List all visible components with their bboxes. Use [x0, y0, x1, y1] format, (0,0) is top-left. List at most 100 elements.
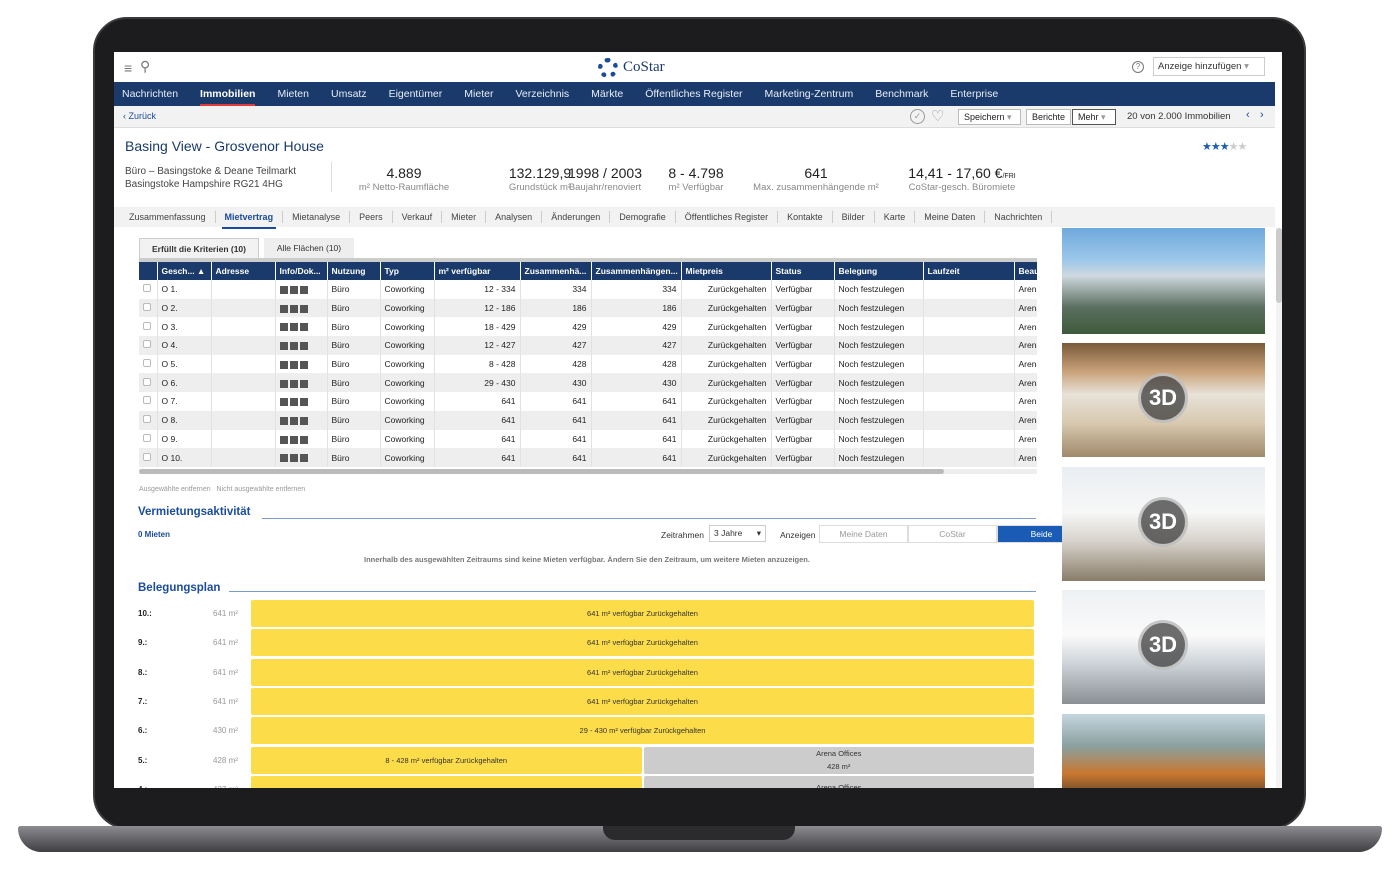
tab-13[interactable]: Meine Daten	[915, 211, 986, 223]
more-button[interactable]: Mehr ▾	[1072, 109, 1116, 125]
nav-item-2[interactable]: Mieten	[277, 88, 309, 100]
tab-0[interactable]: Zusammenfassung	[120, 211, 216, 223]
row-checkbox-cell[interactable]	[139, 280, 158, 299]
row-checkbox[interactable]	[143, 303, 151, 312]
table-row[interactable]: O 5. Büro Coworking 8 - 428 428 428 Zurückgeha…	[139, 354, 1037, 374]
image-icon[interactable]	[289, 360, 298, 369]
toggle-1[interactable]: CoStar	[908, 525, 997, 543]
document-icon[interactable]	[299, 360, 308, 369]
available-block[interactable]: 641 m² verfügbar Zurückgehalten	[251, 687, 1034, 715]
image-icon[interactable]	[289, 398, 298, 407]
remove-selected-link[interactable]: Ausgewählte entfernen	[139, 486, 211, 493]
tab-11[interactable]: Bilder	[833, 211, 875, 223]
row-checkbox[interactable]	[143, 359, 151, 368]
image-icon[interactable]	[289, 454, 298, 463]
next-icon[interactable]: ›	[1260, 109, 1264, 121]
nav-item-10[interactable]: Benchmark	[875, 88, 929, 100]
photo-0[interactable]	[1062, 228, 1265, 334]
calendar-icon[interactable]	[279, 342, 288, 351]
tab-10[interactable]: Kontakte	[778, 211, 833, 223]
row-checkbox[interactable]	[143, 433, 151, 442]
column-header[interactable]: Zusammenhängen...	[591, 262, 682, 280]
document-icon[interactable]	[299, 304, 308, 313]
tenant-block[interactable]: Arena Offices	[643, 775, 1034, 788]
nav-item-6[interactable]: Verzeichnis	[515, 88, 570, 100]
table-row[interactable]: O 3. Büro Coworking 18 - 429 429 429 Zurückgeh…	[139, 317, 1037, 337]
document-icon[interactable]	[299, 398, 308, 407]
subtab-all[interactable]: Alle Flächen (10)	[264, 238, 354, 258]
row-checkbox-cell[interactable]	[139, 373, 158, 393]
row-checkbox-cell[interactable]	[139, 317, 158, 337]
reports-button[interactable]: Berichte	[1026, 109, 1072, 125]
tab-14[interactable]: Nachrichten	[985, 211, 1053, 223]
tab-12[interactable]: Karte	[875, 211, 916, 223]
tab-4[interactable]: Verkauf	[393, 211, 443, 223]
nav-item-8[interactable]: Öffentliches Register	[645, 88, 743, 100]
row-checkbox[interactable]	[143, 415, 151, 424]
help-icon[interactable]: ?	[1132, 61, 1144, 73]
nav-item-1[interactable]: Immobilien	[200, 82, 256, 106]
column-header[interactable]: Gesch... ▲	[157, 262, 212, 280]
nav-item-4[interactable]: Eigentümer	[388, 88, 443, 100]
timeframe-select[interactable]: 3 Jahre ▾	[709, 525, 766, 542]
document-icon[interactable]	[299, 435, 308, 444]
row-checkbox-cell[interactable]	[139, 298, 158, 318]
nav-item-3[interactable]: Umsatz	[330, 88, 367, 100]
document-icon[interactable]	[299, 416, 308, 425]
calendar-icon[interactable]	[279, 416, 288, 425]
image-icon[interactable]	[289, 304, 298, 313]
search-icon[interactable]: ⚲	[140, 58, 151, 74]
image-icon[interactable]	[289, 416, 298, 425]
image-icon[interactable]	[289, 435, 298, 444]
row-checkbox-cell[interactable]	[139, 336, 158, 355]
image-icon[interactable]	[289, 286, 298, 295]
table-row[interactable]: O 7. Büro Coworking 641 641 641 Zurückgehalten…	[139, 392, 1037, 411]
3d-tour-icon[interactable]: 3D	[1138, 620, 1188, 670]
column-header[interactable]: Zusammenhä...	[520, 262, 592, 280]
tab-7[interactable]: Änderungen	[542, 211, 611, 223]
table-row[interactable]: O 8. Büro Coworking 641 641 641 Zurückgehalten…	[139, 410, 1037, 430]
column-header[interactable]: Status	[771, 262, 835, 280]
calendar-icon[interactable]	[279, 360, 288, 369]
row-checkbox[interactable]	[143, 452, 151, 461]
calendar-icon[interactable]	[279, 454, 288, 463]
column-header[interactable]: Adresse	[211, 262, 276, 280]
scrollbar-thumb[interactable]	[1276, 228, 1282, 303]
vertical-scrollbar[interactable]	[1276, 228, 1282, 788]
remove-unselected-link[interactable]: Nicht ausgewählte entfernen	[216, 486, 306, 493]
column-header[interactable]: m² verfügbar	[434, 262, 521, 280]
table-row[interactable]: O 1. Büro Coworking 12 - 334 334 334 Zurückgeh…	[139, 280, 1037, 299]
table-row[interactable]: O 4. Büro Coworking 12 - 427 427 427 Zurückgeh…	[139, 336, 1037, 355]
available-block[interactable]: 29 - 430 m² verfügbar Zurückgehalten	[251, 717, 1034, 745]
subtab-criteria[interactable]: Erfüllt die Kriterien (10)	[139, 238, 259, 258]
horizontal-scrollbar[interactable]	[139, 469, 1037, 474]
brand-logo[interactable]: CoStar	[623, 59, 665, 75]
tab-1[interactable]: Mietvertrag	[216, 211, 284, 229]
tab-6[interactable]: Analysen	[486, 211, 543, 223]
column-header[interactable]: Belegung	[834, 262, 924, 280]
nav-item-0[interactable]: Nachrichten	[122, 88, 179, 100]
available-block[interactable]: 641 m² verfügbar Zurückgehalten	[251, 629, 1034, 657]
row-checkbox-cell[interactable]	[139, 410, 158, 430]
toggle-0[interactable]: Meine Daten	[819, 525, 908, 543]
row-checkbox[interactable]	[143, 321, 151, 330]
prev-icon[interactable]: ‹	[1246, 109, 1250, 121]
document-icon[interactable]	[299, 379, 308, 388]
row-checkbox-cell[interactable]	[139, 354, 158, 374]
image-icon[interactable]	[289, 379, 298, 388]
nav-item-9[interactable]: Marketing-Zentrum	[764, 88, 854, 100]
document-icon[interactable]	[299, 323, 308, 332]
tab-5[interactable]: Mieter	[442, 211, 487, 223]
scrollbar-thumb[interactable]	[139, 469, 944, 474]
available-block[interactable]	[251, 775, 642, 788]
calendar-icon[interactable]	[279, 379, 288, 388]
row-checkbox[interactable]	[143, 377, 151, 386]
menu-icon[interactable]: ≡	[124, 60, 133, 76]
row-checkbox-cell[interactable]	[139, 392, 158, 411]
nav-item-5[interactable]: Mieter	[464, 88, 494, 100]
column-header[interactable]: Info/Dok...	[275, 262, 328, 280]
available-block[interactable]: 641 m² verfügbar Zurückgehalten	[251, 658, 1034, 686]
save-button[interactable]: Speichern ▾	[958, 109, 1021, 125]
row-checkbox[interactable]	[143, 340, 151, 349]
nav-item-7[interactable]: Märkte	[591, 88, 624, 100]
